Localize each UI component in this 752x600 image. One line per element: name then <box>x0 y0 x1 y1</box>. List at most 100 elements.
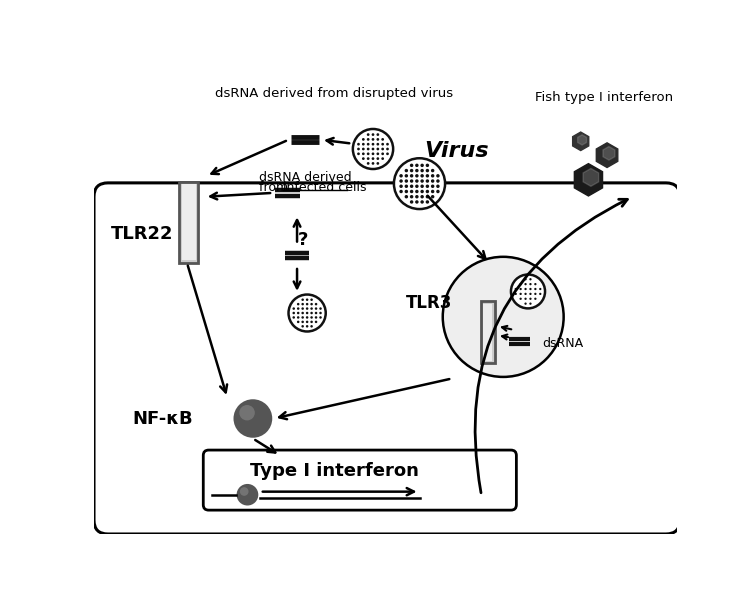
Circle shape <box>415 185 419 188</box>
Circle shape <box>377 157 379 160</box>
Circle shape <box>240 487 248 496</box>
Circle shape <box>426 185 429 188</box>
Circle shape <box>362 152 365 155</box>
Circle shape <box>367 162 369 165</box>
Circle shape <box>371 143 374 146</box>
Circle shape <box>315 320 317 323</box>
Circle shape <box>377 162 379 165</box>
Circle shape <box>371 133 374 136</box>
Circle shape <box>399 190 403 193</box>
Circle shape <box>410 185 414 188</box>
Circle shape <box>371 148 374 151</box>
Circle shape <box>302 316 304 319</box>
Circle shape <box>302 312 304 314</box>
Circle shape <box>410 179 414 183</box>
Circle shape <box>239 405 255 421</box>
Circle shape <box>302 307 304 310</box>
Polygon shape <box>583 169 599 186</box>
Circle shape <box>420 169 424 172</box>
Circle shape <box>367 148 369 151</box>
Circle shape <box>426 195 429 199</box>
Circle shape <box>420 195 424 199</box>
Circle shape <box>420 174 424 178</box>
Circle shape <box>362 138 365 141</box>
FancyBboxPatch shape <box>481 301 495 363</box>
Circle shape <box>443 257 564 377</box>
Circle shape <box>381 138 384 141</box>
Circle shape <box>306 312 308 314</box>
Circle shape <box>315 307 317 310</box>
Circle shape <box>520 283 522 285</box>
Circle shape <box>399 185 403 188</box>
Circle shape <box>520 298 522 300</box>
Circle shape <box>367 138 369 141</box>
Circle shape <box>410 200 414 203</box>
Circle shape <box>306 307 308 310</box>
Circle shape <box>405 195 408 199</box>
Circle shape <box>394 158 445 209</box>
Circle shape <box>524 283 526 285</box>
Circle shape <box>426 174 429 178</box>
Text: TLR22: TLR22 <box>111 225 174 243</box>
Circle shape <box>410 174 414 178</box>
Circle shape <box>293 312 295 314</box>
Circle shape <box>399 179 403 183</box>
FancyArrowPatch shape <box>475 199 627 493</box>
Circle shape <box>362 143 365 146</box>
Circle shape <box>371 152 374 155</box>
Text: dsRNA derived from disrupted virus: dsRNA derived from disrupted virus <box>215 88 453 100</box>
Circle shape <box>436 190 440 193</box>
Circle shape <box>297 303 299 305</box>
Circle shape <box>534 288 536 290</box>
Circle shape <box>377 138 379 141</box>
Circle shape <box>297 312 299 314</box>
Circle shape <box>311 325 313 328</box>
Circle shape <box>426 190 429 193</box>
Text: TLR3: TLR3 <box>405 294 452 312</box>
Circle shape <box>367 152 369 155</box>
Circle shape <box>431 179 435 183</box>
Circle shape <box>357 143 360 146</box>
Circle shape <box>420 190 424 193</box>
Circle shape <box>311 320 313 323</box>
Circle shape <box>297 307 299 310</box>
Circle shape <box>311 298 313 301</box>
FancyBboxPatch shape <box>179 182 198 263</box>
Polygon shape <box>572 132 589 151</box>
Circle shape <box>306 325 308 328</box>
FancyBboxPatch shape <box>483 304 493 361</box>
Circle shape <box>410 195 414 199</box>
Circle shape <box>511 275 545 308</box>
Circle shape <box>377 152 379 155</box>
Circle shape <box>524 298 526 300</box>
Circle shape <box>520 288 522 290</box>
Circle shape <box>320 312 322 314</box>
Circle shape <box>362 148 365 151</box>
Circle shape <box>426 169 429 172</box>
Circle shape <box>357 148 360 151</box>
Circle shape <box>534 283 536 285</box>
Circle shape <box>293 316 295 319</box>
Circle shape <box>377 143 379 146</box>
Circle shape <box>297 320 299 323</box>
Circle shape <box>315 312 317 314</box>
Circle shape <box>381 143 384 146</box>
Circle shape <box>415 200 419 203</box>
Circle shape <box>524 293 526 295</box>
Circle shape <box>431 185 435 188</box>
Circle shape <box>367 133 369 136</box>
Circle shape <box>436 179 440 183</box>
Circle shape <box>315 316 317 319</box>
Circle shape <box>320 307 322 310</box>
Circle shape <box>529 298 532 300</box>
Circle shape <box>524 302 526 305</box>
Circle shape <box>311 307 313 310</box>
Circle shape <box>381 152 384 155</box>
Circle shape <box>514 288 517 290</box>
Circle shape <box>529 283 532 285</box>
Circle shape <box>405 174 408 178</box>
Circle shape <box>410 190 414 193</box>
Circle shape <box>357 152 360 155</box>
Circle shape <box>306 298 308 301</box>
Circle shape <box>431 195 435 199</box>
